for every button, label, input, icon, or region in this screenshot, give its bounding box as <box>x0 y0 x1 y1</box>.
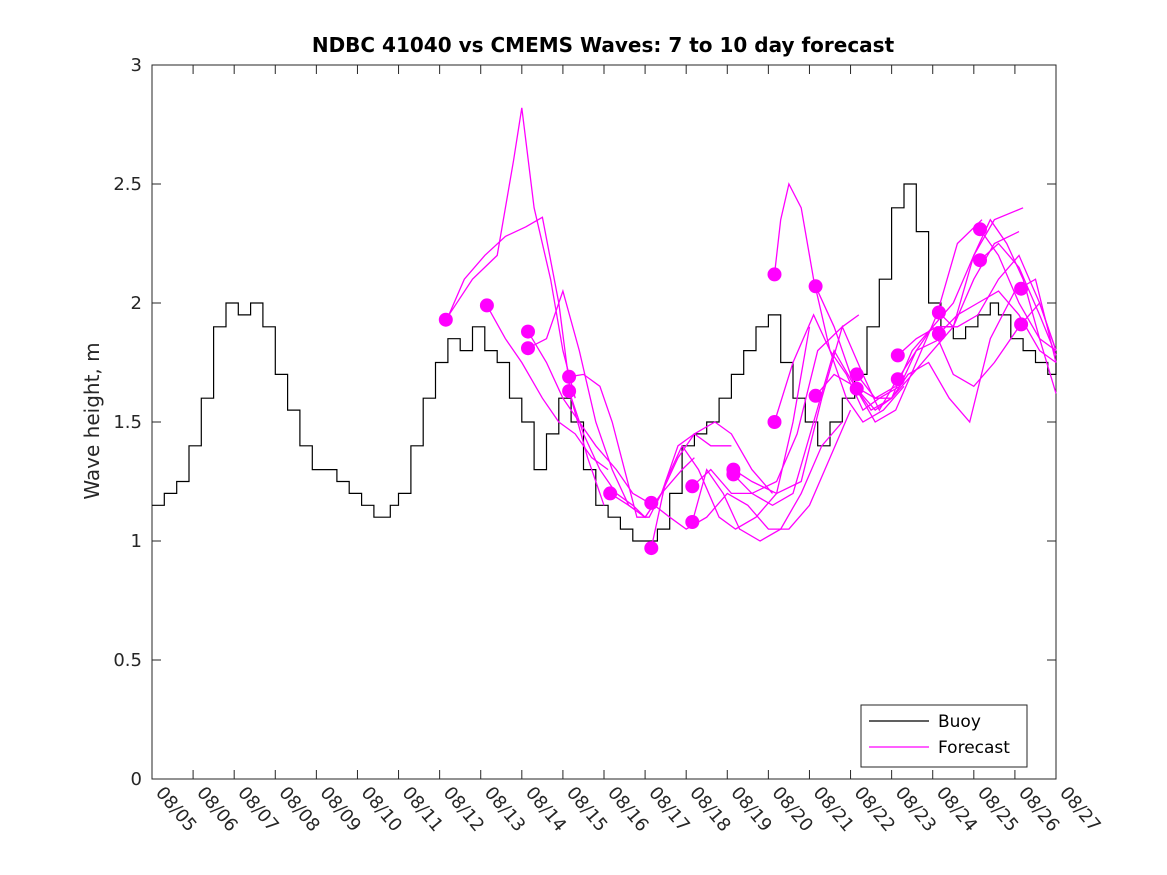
forecast-start-marker <box>1014 317 1029 332</box>
forecast-line <box>815 231 1020 411</box>
forecast-start-marker <box>849 381 864 396</box>
forecast-start-marker <box>603 486 618 501</box>
forecast-line <box>897 301 1057 388</box>
chart-title: NDBC 41040 vs CMEMS Waves: 7 to 10 day f… <box>312 33 895 57</box>
series-layer <box>152 107 1057 549</box>
x-tick-label: 08/06 <box>192 783 241 836</box>
forecast-line <box>650 409 852 530</box>
forecast-line <box>732 348 897 507</box>
forecast-start-marker <box>521 324 535 339</box>
y-tick-label: 0.5 <box>113 650 142 671</box>
x-tick-label: 08/18 <box>685 783 734 836</box>
forecast-start-marker <box>931 305 946 320</box>
forecast-start-marker <box>973 253 987 268</box>
forecast-start-marker <box>808 388 823 403</box>
x-tick-label: 08/17 <box>644 783 693 836</box>
y-tick-label: 1 <box>131 531 142 552</box>
x-tick-label: 08/07 <box>233 783 282 836</box>
forecast-start-marker <box>644 495 659 510</box>
marker-layer <box>438 222 1029 556</box>
forecast-line <box>773 182 905 423</box>
x-tick-label: 08/26 <box>1014 783 1063 836</box>
buoy-line <box>152 183 1057 542</box>
legend: Buoy Forecast <box>860 704 1028 768</box>
forecast-start-marker <box>685 479 700 494</box>
x-tick-label: 08/27 <box>1055 783 1104 836</box>
legend-box <box>860 704 1028 768</box>
forecast-start-marker <box>562 384 577 399</box>
x-tick-label: 08/08 <box>274 783 323 836</box>
x-tick-label: 08/05 <box>151 783 200 836</box>
forecast-line <box>568 373 695 518</box>
x-tick-label: 08/19 <box>726 783 775 836</box>
forecast-line <box>609 421 773 519</box>
y-tick-label: 2 <box>131 293 142 314</box>
forecast-start-marker <box>808 279 823 294</box>
x-tick-label: 08/12 <box>439 783 488 836</box>
forecast-start-marker <box>685 515 700 529</box>
x-tick-label: 08/16 <box>603 783 652 836</box>
forecast-line <box>527 288 646 518</box>
x-tick-label: 08/23 <box>891 783 940 836</box>
forecast-line <box>650 326 811 549</box>
forecast-line <box>938 290 1057 364</box>
x-tick-label: 08/20 <box>768 783 817 836</box>
forecast-start-marker <box>1014 281 1029 296</box>
forecast-start-marker <box>562 369 577 384</box>
forecast-line <box>527 331 654 506</box>
forecast-start-marker <box>726 467 741 482</box>
x-tick-label: 08/25 <box>973 783 1022 836</box>
x-tick-label: 08/11 <box>398 783 447 836</box>
forecast-start-marker <box>849 367 864 382</box>
forecast-line <box>897 254 1057 356</box>
x-tick-label: 08/09 <box>316 783 365 836</box>
x-tick-label: 08/10 <box>357 783 406 836</box>
x-tick-label: 08/24 <box>932 783 981 836</box>
x-tick-label: 08/21 <box>809 783 858 836</box>
forecast-start-marker <box>767 415 782 429</box>
forecast-start-marker <box>644 541 659 556</box>
plot-area-frame <box>151 64 1057 780</box>
forecast-line <box>486 305 609 471</box>
forecast-line <box>691 314 860 495</box>
forecast-start-marker <box>479 298 494 313</box>
forecast-start-marker <box>890 348 905 363</box>
y-tick-label: 1.5 <box>113 412 142 433</box>
forecast-start-marker <box>767 267 782 282</box>
x-tick-label: 08/13 <box>480 783 529 836</box>
forecast-start-marker <box>890 372 905 387</box>
x-tick-label: 08/14 <box>521 783 570 836</box>
forecast-start-marker <box>973 222 987 237</box>
forecast-start-marker <box>931 326 946 341</box>
y-tick-label: 3 <box>131 55 142 76</box>
x-tick-label: 08/15 <box>562 783 611 836</box>
x-tick-label: 08/22 <box>850 783 899 836</box>
forecast-line <box>445 107 576 399</box>
legend-buoy-label: Buoy <box>938 712 981 732</box>
forecast-line <box>815 219 983 423</box>
forecast-start-marker <box>521 341 535 356</box>
legend-forecast-label: Forecast <box>938 738 1010 758</box>
forecast-line <box>979 228 1057 352</box>
y-axis-label: Wave height, m <box>80 342 104 499</box>
forecast-line <box>691 421 843 542</box>
forecast-line <box>445 216 605 506</box>
y-tick-label: 0 <box>131 769 142 790</box>
forecast-line <box>979 242 1057 356</box>
y-tick-label: 2.5 <box>113 174 142 195</box>
forecast-start-marker <box>438 312 453 327</box>
